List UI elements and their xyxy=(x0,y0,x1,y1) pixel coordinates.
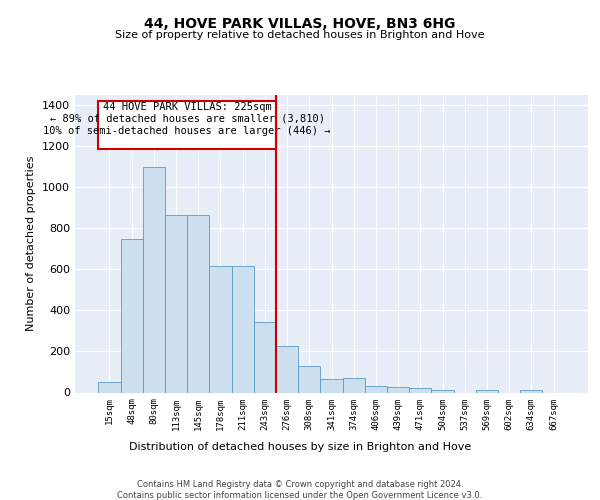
Bar xyxy=(409,388,431,392)
Text: 44 HOVE PARK VILLAS: 225sqm: 44 HOVE PARK VILLAS: 225sqm xyxy=(103,102,272,112)
Bar xyxy=(476,390,498,392)
Bar xyxy=(187,215,209,392)
Bar xyxy=(232,266,254,392)
Bar xyxy=(209,266,232,392)
Bar xyxy=(98,382,121,392)
Text: 10% of semi-detached houses are larger (446) →: 10% of semi-detached houses are larger (… xyxy=(43,126,331,136)
Bar xyxy=(298,366,320,392)
Bar xyxy=(365,386,387,392)
Text: ← 89% of detached houses are smaller (3,810): ← 89% of detached houses are smaller (3,… xyxy=(50,114,325,124)
Text: Contains public sector information licensed under the Open Government Licence v3: Contains public sector information licen… xyxy=(118,491,482,500)
Text: 44, HOVE PARK VILLAS, HOVE, BN3 6HG: 44, HOVE PARK VILLAS, HOVE, BN3 6HG xyxy=(145,18,455,32)
Bar xyxy=(431,390,454,392)
Text: Size of property relative to detached houses in Brighton and Hove: Size of property relative to detached ho… xyxy=(115,30,485,40)
Text: Distribution of detached houses by size in Brighton and Hove: Distribution of detached houses by size … xyxy=(129,442,471,452)
Bar xyxy=(276,346,298,393)
Bar xyxy=(343,378,365,392)
Y-axis label: Number of detached properties: Number of detached properties xyxy=(26,156,37,332)
Bar xyxy=(387,388,409,392)
Text: Contains HM Land Registry data © Crown copyright and database right 2024.: Contains HM Land Registry data © Crown c… xyxy=(137,480,463,489)
Bar xyxy=(520,390,542,392)
Bar xyxy=(121,238,143,392)
Bar xyxy=(165,215,187,392)
FancyBboxPatch shape xyxy=(98,101,276,150)
Bar xyxy=(320,379,343,392)
Bar xyxy=(254,322,276,392)
Bar xyxy=(143,167,165,392)
